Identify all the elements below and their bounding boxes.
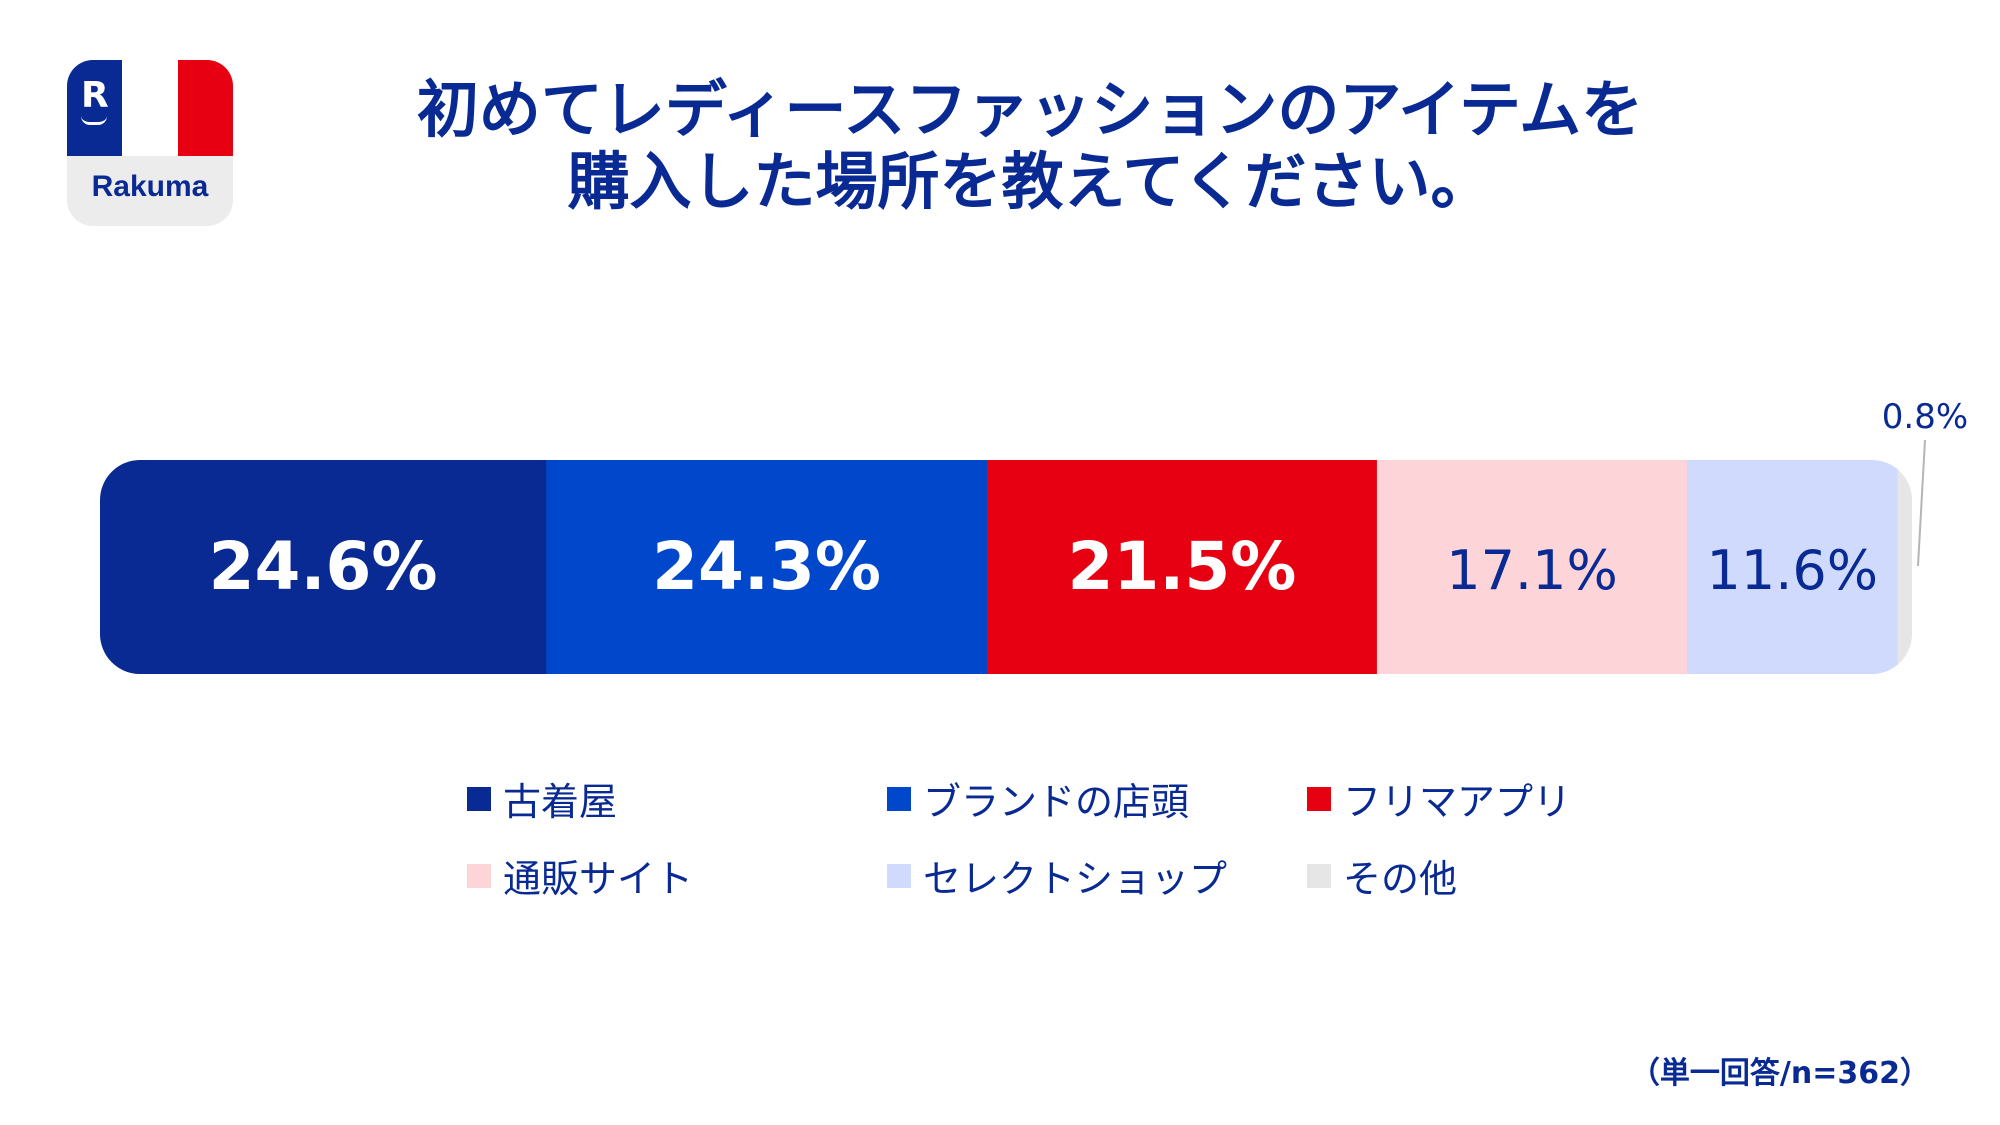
chart-title: 初めてレディースファッションのアイテムを 購入した場所を教えてください。 xyxy=(300,74,1760,218)
sample-footnote: （単一回答/n=362） xyxy=(1629,1056,1930,1091)
bar-segment-6 xyxy=(1897,460,1912,674)
logo-r-tail xyxy=(81,116,107,125)
bar-segment-4 xyxy=(1376,460,1688,674)
logo-wordmark: Rakuma xyxy=(91,170,209,203)
chart-title-line1: 初めてレディースファッションのアイテムを xyxy=(416,73,1644,146)
bar-segment-2 xyxy=(546,460,988,674)
data-label-5: 11.6% xyxy=(1707,539,1879,602)
data-label-1: 24.6% xyxy=(209,528,438,605)
bar-segment-3 xyxy=(986,460,1378,674)
logo-r-glyph: R xyxy=(81,75,109,116)
data-label-3: 21.5% xyxy=(1067,528,1296,605)
data-label-4: 17.1% xyxy=(1446,539,1618,602)
data-label-2: 24.3% xyxy=(652,528,881,605)
rakuma-logo: R Rakuma xyxy=(67,60,233,226)
chart-title-line2: 購入した場所を教えてください。 xyxy=(567,145,1493,218)
bar-segment-5 xyxy=(1687,460,1898,674)
bar-segment-1 xyxy=(100,460,547,674)
french-flag-icon xyxy=(67,60,233,156)
data-labels: 24.6% 24.3% 21.5% 17.1% 11.6% 0.8% xyxy=(209,397,1969,605)
data-label-6: 0.8% xyxy=(1882,397,1968,437)
bar-segments xyxy=(100,460,1912,674)
leader-line xyxy=(1917,439,1926,567)
